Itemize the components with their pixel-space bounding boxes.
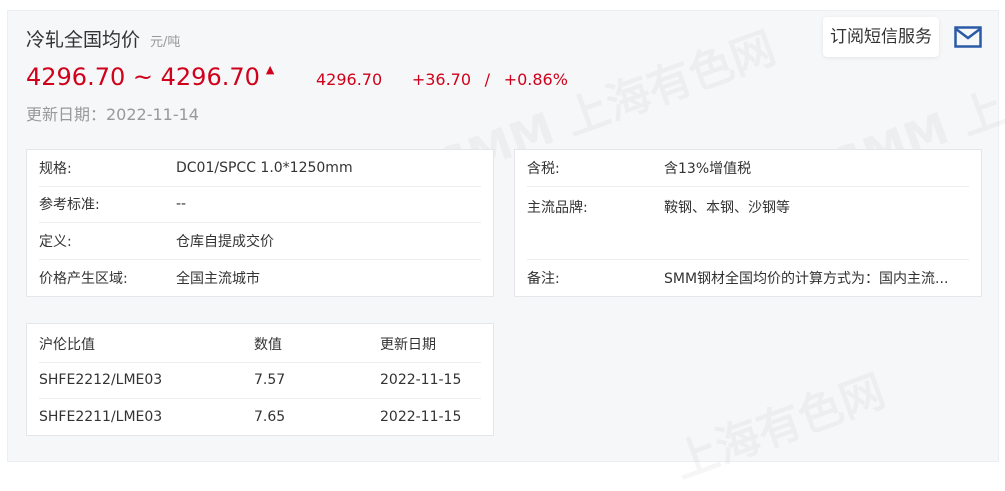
info-value: 含13%增值税 xyxy=(664,160,752,177)
info-key: 含税: xyxy=(527,160,560,177)
cell: 2022-11-15 xyxy=(380,372,462,389)
update-date: 更新日期：2022-11-14 xyxy=(26,105,199,124)
info-value: SMM钢材全国均价的计算方式为：国内主流... xyxy=(664,270,949,287)
info-key: 规格: xyxy=(39,160,72,177)
info-value: -- xyxy=(176,196,187,213)
column-header: 数值 xyxy=(254,336,282,353)
spec-card-right: 含税: 含13%增值税 主流品牌: 鞍钢、本钢、沙钢等 备注: SMM钢材全国均价的计… xyxy=(514,149,982,297)
table-row: SHFE2212/LME03 7.57 2022-11-15 xyxy=(39,363,481,399)
subscribe-sms-button[interactable]: 订阅短信服务 xyxy=(823,17,939,57)
info-row: 定义: 仓库自提成交价 xyxy=(39,223,481,260)
price-low: 4296.70 xyxy=(26,63,126,91)
column-header: 更新日期 xyxy=(380,336,436,353)
info-key: 参考标准: xyxy=(39,197,100,214)
cell: 7.57 xyxy=(254,372,286,389)
price-high: 4296.70 xyxy=(160,63,260,91)
info-value: 仓库自提成交价 xyxy=(176,233,274,250)
change: +36.70 xyxy=(411,70,472,89)
info-key: 备注: xyxy=(527,270,560,287)
info-key: 主流品牌: xyxy=(527,199,588,216)
page-title: 冷轧全国均价 元/吨 xyxy=(26,25,180,52)
price-line: 4296.70 ~ 4296.70 ▲ 4296.70 +36.70 / +0.8… xyxy=(26,63,568,91)
tilde: ~ xyxy=(132,63,153,91)
info-value: 鞍钢、本钢、沙钢等 xyxy=(664,199,790,216)
separator: / xyxy=(484,70,491,89)
info-key: 定义: xyxy=(39,233,72,250)
info-row: 备注: SMM钢材全国均价的计算方式为：国内主流... xyxy=(527,260,969,297)
ratio-table: 沪伦比值 数值 更新日期 SHFE2212/LME03 7.57 2022-11-15 … xyxy=(26,323,494,436)
avg-price: 4296.70 xyxy=(316,70,383,89)
info-value: 全国主流城市 xyxy=(176,270,260,287)
cell: SHFE2211/LME03 xyxy=(39,409,163,426)
table-header: 沪伦比值 数值 更新日期 xyxy=(39,326,481,363)
spec-card-left: 规格: DC01/SPCC 1.0*1250mm 参考标准: -- 定义: 仓库自提成… xyxy=(26,149,494,297)
info-row: 规格: DC01/SPCC 1.0*1250mm xyxy=(39,150,481,187)
info-key: 价格产生区域: xyxy=(39,270,128,287)
cell: SHFE2212/LME03 xyxy=(39,372,163,389)
info-row: 价格产生区域: 全国主流城市 xyxy=(39,260,481,297)
watermark: 上海有色网 xyxy=(664,355,893,490)
change-pct: +0.86% xyxy=(503,70,568,89)
title-text: 冷轧全国均价 xyxy=(26,29,141,51)
up-arrow-icon: ▲ xyxy=(265,63,275,76)
info-value: DC01/SPCC 1.0*1250mm xyxy=(176,159,353,176)
table-row: SHFE2211/LME03 7.65 2022-11-15 xyxy=(39,399,481,436)
info-row: 主流品牌: 鞍钢、本钢、沙钢等 xyxy=(527,187,969,260)
unit-label: 元/吨 xyxy=(150,35,181,50)
cell: 2022-11-15 xyxy=(380,409,462,426)
mail-icon[interactable] xyxy=(954,26,982,48)
cell: 7.65 xyxy=(254,409,286,426)
column-header: 沪伦比值 xyxy=(39,336,95,353)
info-row: 参考标准: -- xyxy=(39,187,481,223)
info-row: 含税: 含13%增值税 xyxy=(527,150,969,187)
